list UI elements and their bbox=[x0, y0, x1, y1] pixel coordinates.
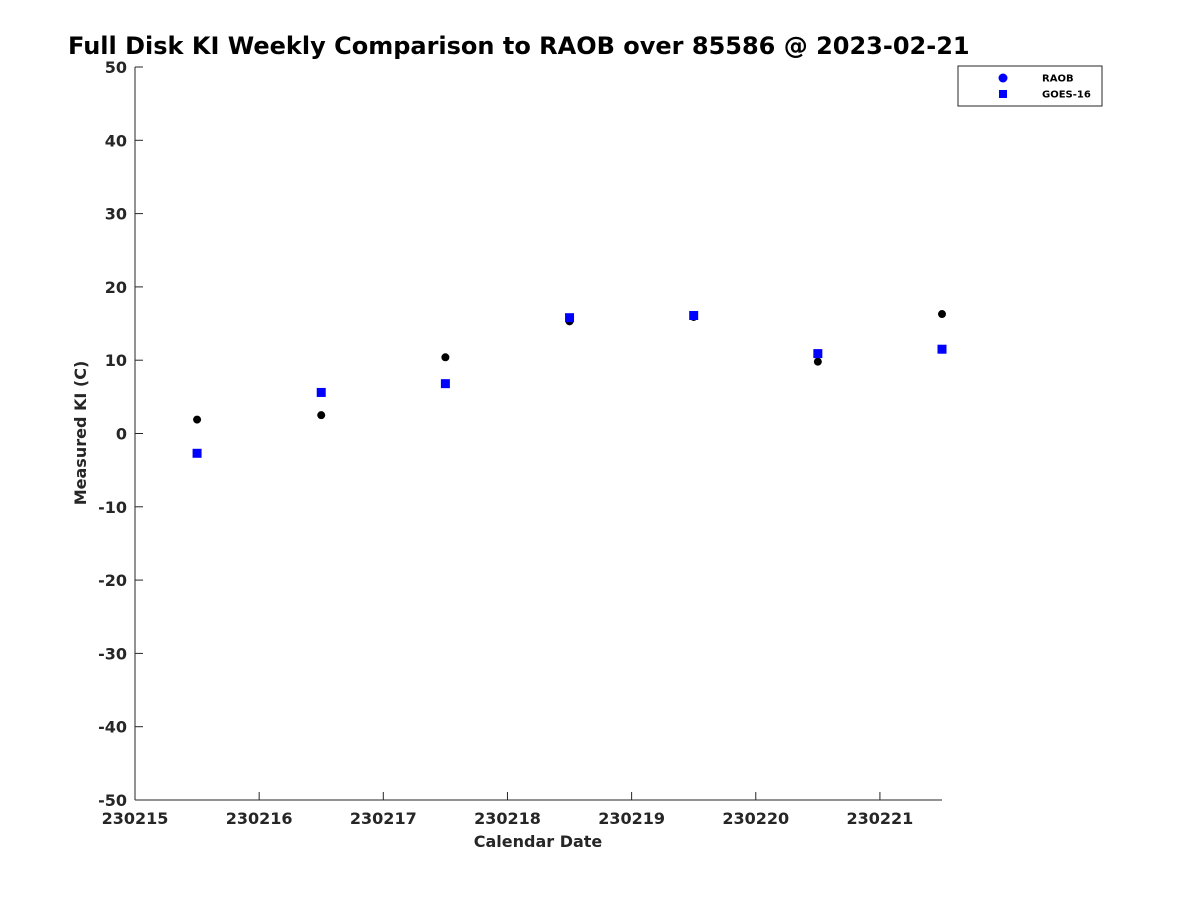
goes16-point bbox=[689, 310, 699, 320]
legend-box bbox=[957, 65, 1103, 107]
raob-point bbox=[813, 357, 822, 366]
x-axis-ticks: 230215 230216 230217 230218 230219 230220 2302… bbox=[102, 792, 914, 828]
y-axis-label: Measured KI (C) bbox=[71, 361, 90, 506]
legend-raob-marker bbox=[998, 73, 1008, 83]
x-tick-label: 230215 bbox=[102, 809, 169, 828]
y-tick-label: 0 bbox=[116, 425, 127, 444]
y-tick-label: 20 bbox=[105, 278, 127, 297]
y-tick-label: 50 bbox=[105, 58, 127, 77]
goes16-point bbox=[192, 448, 202, 458]
legend: RAOB GOES-16 bbox=[957, 65, 1103, 107]
x-axis-label: Calendar Date bbox=[474, 832, 603, 851]
y-tick-label: -30 bbox=[98, 644, 127, 663]
y-tick-label: 10 bbox=[105, 351, 127, 370]
y-tick-label: -20 bbox=[98, 571, 127, 590]
x-tick-label: 230216 bbox=[226, 809, 293, 828]
x-tick-label: 230217 bbox=[350, 809, 417, 828]
y-tick-label: -50 bbox=[98, 791, 127, 810]
legend-goes16-marker bbox=[999, 90, 1007, 98]
raob-point bbox=[317, 411, 326, 420]
y-tick-label: 40 bbox=[105, 131, 127, 150]
goes16-point bbox=[565, 313, 575, 323]
goes16-point bbox=[440, 379, 450, 389]
y-tick-label: -40 bbox=[98, 718, 127, 737]
goes16-point bbox=[316, 387, 326, 397]
raob-point bbox=[938, 310, 946, 319]
goes16-point bbox=[937, 344, 947, 354]
x-tick-label: 230221 bbox=[847, 809, 914, 828]
y-tick-label: -10 bbox=[98, 498, 127, 517]
raob-point bbox=[193, 415, 202, 424]
legend-raob-label: RAOB bbox=[1042, 74, 1074, 85]
y-tick-label: 30 bbox=[105, 205, 127, 224]
goes16-point bbox=[813, 349, 823, 359]
x-tick-label: 230218 bbox=[474, 809, 541, 828]
legend-goes16-label: GOES-16 bbox=[1042, 90, 1091, 101]
x-tick-label: 230220 bbox=[722, 809, 789, 828]
raob-point bbox=[441, 353, 450, 362]
y-axis-ticks: 50 40 30 20 10 0 -10 -20 -30 -40 -50 bbox=[98, 58, 143, 810]
plot-axes bbox=[134, 67, 942, 801]
data-points bbox=[192, 310, 947, 458]
chart-title: Full Disk KI Weekly Comparison to RAOB o… bbox=[68, 32, 970, 60]
x-tick-label: 230219 bbox=[598, 809, 665, 828]
